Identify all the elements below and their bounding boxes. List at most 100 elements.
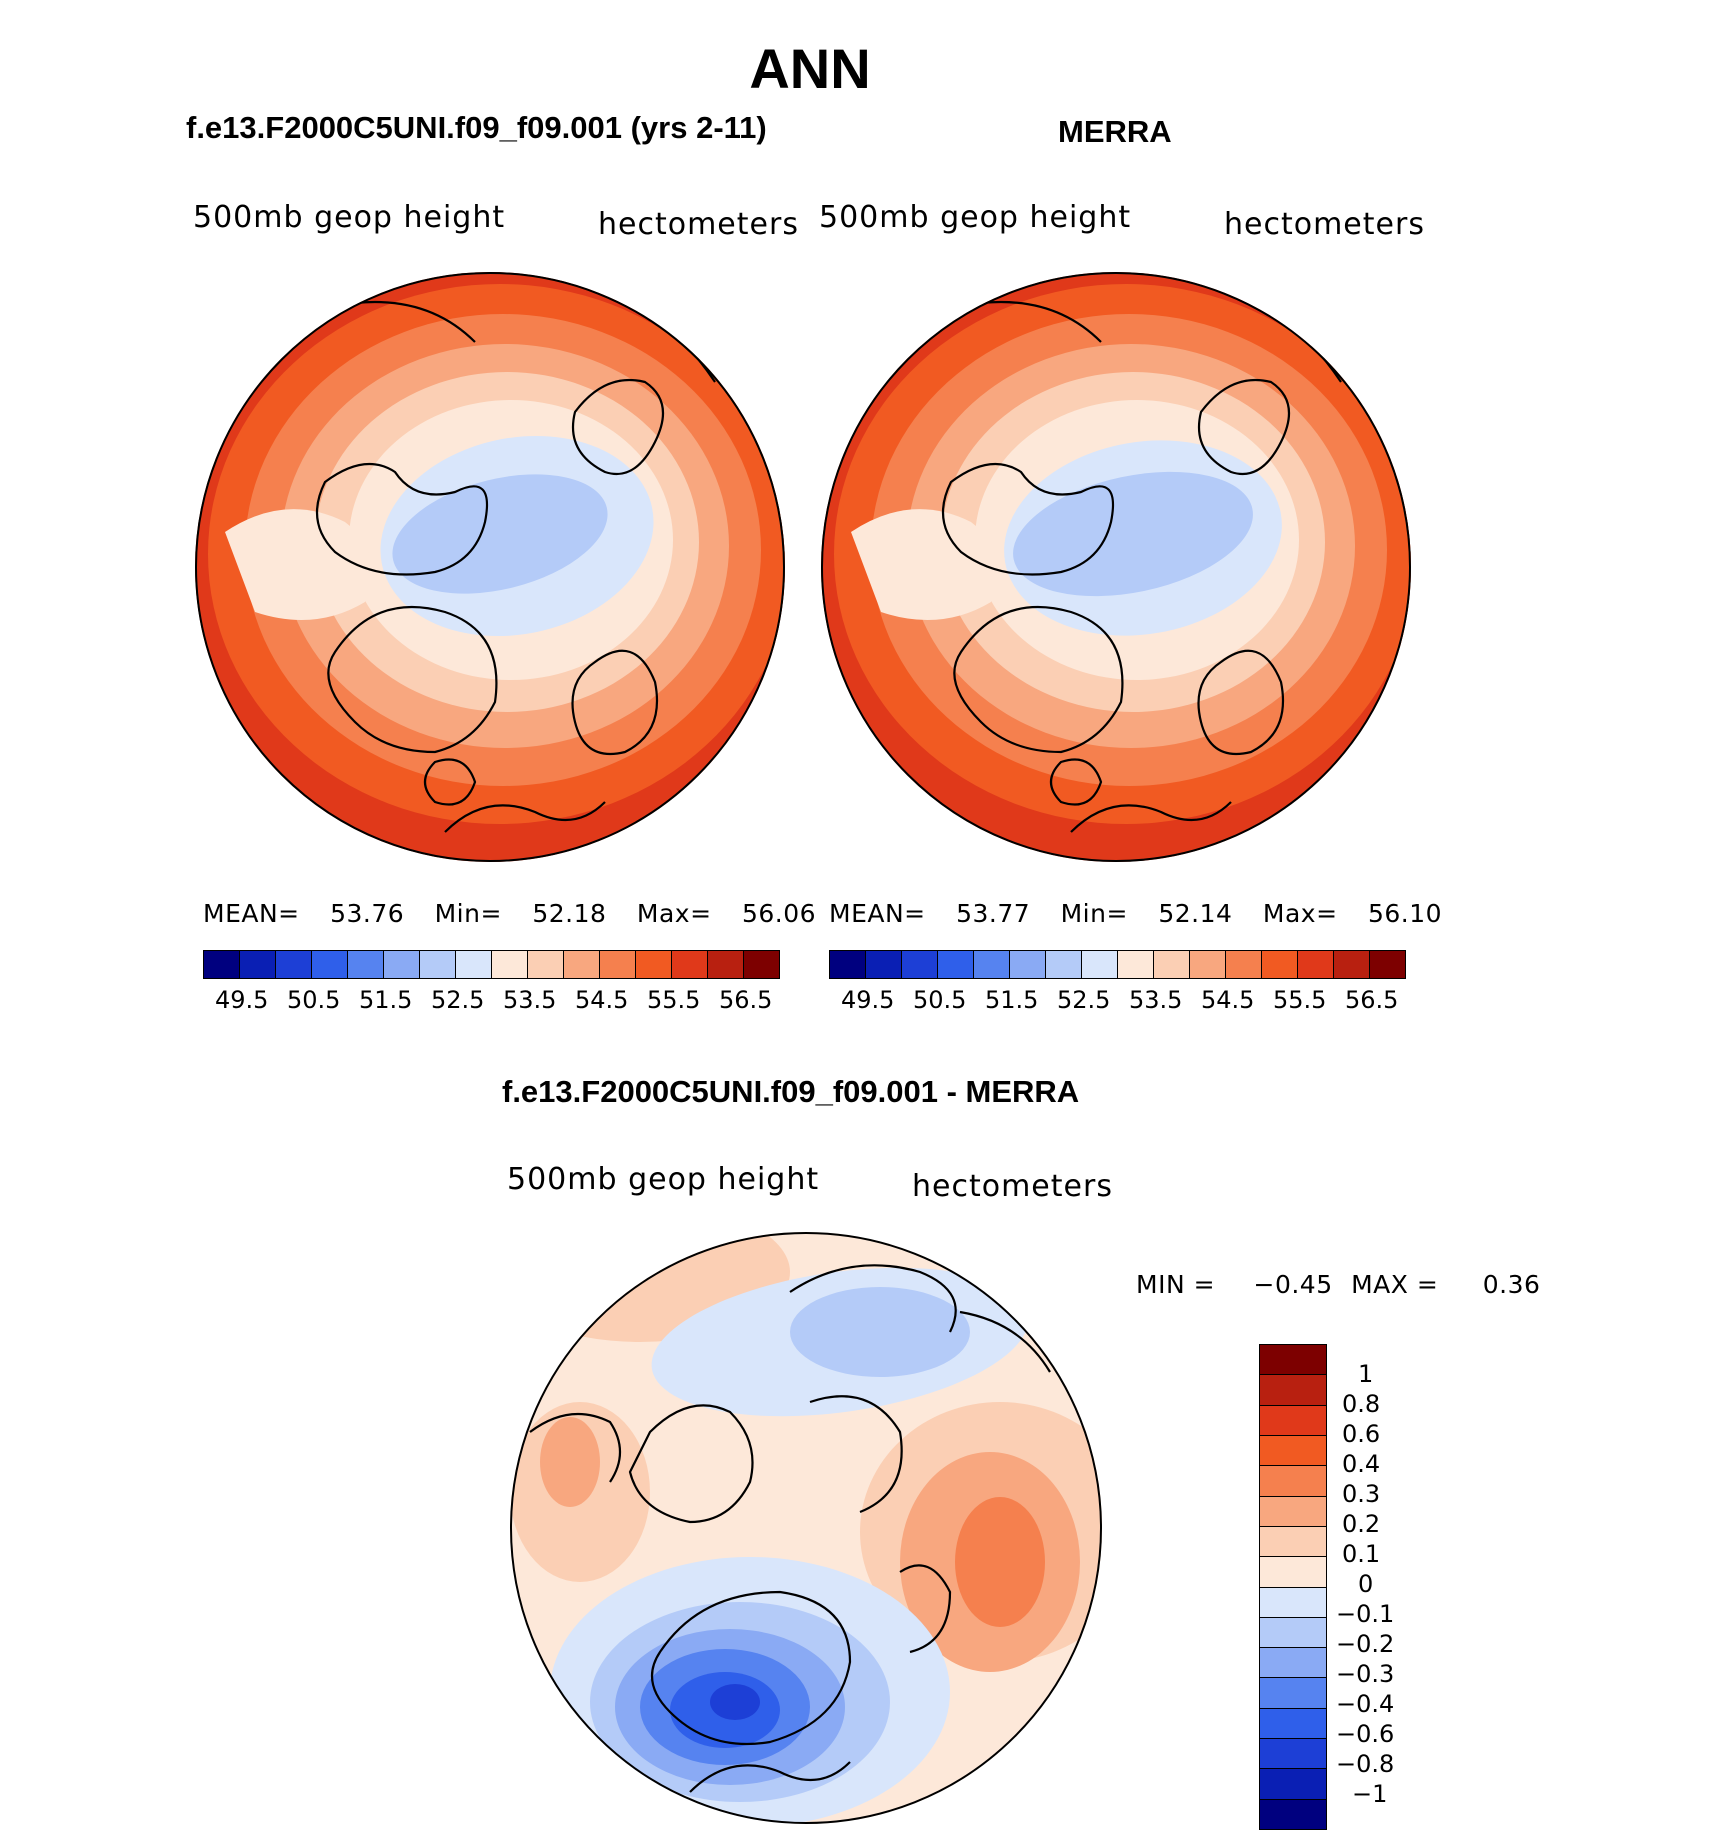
obs-colorbar-label: 51.5 <box>985 986 1039 1014</box>
model-colorbar-label: 52.5 <box>431 986 485 1014</box>
diff-colorbar-label: −0.3 <box>1336 1660 1395 1688</box>
diff-colorbar-swatch <box>1260 1678 1326 1709</box>
obs-colorbar-labels: 49.5 50.5 51.5 52.5 53.5 54.5 55.5 56.5 <box>829 986 1406 1016</box>
model-colorbar-swatch <box>240 951 276 978</box>
diff-min-label: MIN = <box>1136 1270 1216 1299</box>
obs-colorbar-swatch <box>1298 951 1334 978</box>
obs-colorbar <box>829 950 1406 979</box>
diff-colorbar-swatch <box>1260 1526 1326 1558</box>
diff-colorbar-swatch <box>1260 1496 1326 1527</box>
diff-colorbar-swatch <box>1260 1345 1326 1376</box>
model-min-value: 52.18 <box>532 899 607 928</box>
obs-colorbar-swatch <box>1010 951 1046 978</box>
model-colorbar-label: 49.5 <box>215 986 269 1014</box>
diff-colorbar-swatch <box>1260 1799 1326 1829</box>
obs-colorbar-swatch <box>938 951 974 978</box>
obs-map <box>821 272 1411 862</box>
obs-colorbar-swatch <box>830 951 866 978</box>
model-min-label: Min= <box>434 899 502 928</box>
diff-colorbar-swatch <box>1260 1466 1326 1497</box>
obs-colorbar-swatch <box>1370 951 1405 978</box>
model-mean-value: 53.76 <box>330 899 405 928</box>
difference-map <box>510 1232 1102 1824</box>
diff-colorbar-label: −0.8 <box>1336 1750 1395 1778</box>
diff-colorbar-labels: 1 0.8 0.6 0.4 0.3 0.2 0.1 0 −0.1 −0.2 −0… <box>1336 1344 1436 1830</box>
model-colorbar-label: 50.5 <box>287 986 341 1014</box>
model-colorbar-label: 51.5 <box>359 986 413 1014</box>
diff-max-value: 0.36 <box>1482 1270 1541 1299</box>
obs-mean-value: 53.77 <box>956 899 1031 928</box>
diff-colorbar-swatch <box>1260 1587 1326 1618</box>
obs-colorbar-swatch <box>1262 951 1298 978</box>
model-colorbar-label: 54.5 <box>575 986 629 1014</box>
model-colorbar-swatch <box>708 951 744 978</box>
obs-max-label: Max= <box>1262 899 1338 928</box>
diff-colorbar <box>1259 1344 1327 1830</box>
model-colorbar-label: 53.5 <box>503 986 557 1014</box>
model-units-label: hectometers <box>598 207 799 242</box>
obs-variable-label: 500mb geop height <box>819 200 1132 235</box>
diff-colorbar-swatch <box>1260 1617 1326 1649</box>
model-colorbar-labels: 49.5 50.5 51.5 52.5 53.5 54.5 55.5 56.5 <box>203 986 780 1016</box>
model-max-value: 56.06 <box>742 899 817 928</box>
diff-colorbar-label: 0.8 <box>1342 1390 1381 1418</box>
model-colorbar-swatch <box>276 951 312 978</box>
model-panel-title: f.e13.F2000C5UNI.f09_f09.001 (yrs 2-11) <box>186 110 767 145</box>
diff-colorbar-swatch <box>1260 1557 1326 1588</box>
obs-colorbar-swatch <box>1082 951 1118 978</box>
obs-colorbar-swatch <box>1190 951 1226 978</box>
obs-colorbar-label: 55.5 <box>1273 986 1327 1014</box>
obs-colorbar-swatch <box>1334 951 1370 978</box>
obs-colorbar-label: 54.5 <box>1201 986 1255 1014</box>
obs-colorbar-swatch <box>1154 951 1190 978</box>
diff-units-label: hectometers <box>912 1169 1113 1204</box>
model-colorbar-swatch <box>672 951 708 978</box>
model-colorbar-swatch <box>420 951 456 978</box>
obs-colorbar-swatch <box>1226 951 1262 978</box>
obs-colorbar-swatch <box>1046 951 1082 978</box>
model-mean-label: MEAN= <box>203 899 300 928</box>
obs-colorbar-label: 56.5 <box>1345 986 1399 1014</box>
model-colorbar-swatch <box>492 951 528 978</box>
diff-colorbar-label: 0.2 <box>1342 1510 1381 1538</box>
model-colorbar-label: 55.5 <box>647 986 701 1014</box>
obs-panel-title: MERRA <box>1058 114 1172 149</box>
model-colorbar-swatch <box>744 951 779 978</box>
model-map <box>195 272 785 862</box>
diff-colorbar-label: 0.4 <box>1342 1450 1381 1478</box>
diff-colorbar-swatch <box>1260 1375 1326 1406</box>
obs-colorbar-label: 53.5 <box>1129 986 1183 1014</box>
diff-colorbar-label: −0.6 <box>1336 1720 1395 1748</box>
obs-colorbar-label: 52.5 <box>1057 986 1111 1014</box>
page-title: ANN <box>749 37 871 100</box>
diff-colorbar-swatch <box>1260 1648 1326 1679</box>
model-max-label: Max= <box>636 899 712 928</box>
diff-panel-title: f.e13.F2000C5UNI.f09_f09.001 - MERRA <box>502 1074 1080 1109</box>
diff-colorbar-label: −1 <box>1352 1780 1388 1808</box>
diff-colorbar-swatch <box>1260 1769 1326 1800</box>
diff-variable-label: 500mb geop height <box>507 1162 820 1197</box>
obs-units-label: hectometers <box>1224 207 1425 242</box>
diff-colorbar-swatch <box>1260 1708 1326 1740</box>
obs-colorbar-swatch <box>1118 951 1154 978</box>
model-colorbar-swatch <box>348 951 384 978</box>
model-colorbar-swatch <box>456 951 492 978</box>
diff-max-label: MAX = <box>1351 1270 1439 1299</box>
model-colorbar-swatch <box>312 951 348 978</box>
model-colorbar-swatch <box>528 951 564 978</box>
diff-colorbar-label: 0.3 <box>1342 1480 1381 1508</box>
model-colorbar <box>203 950 780 979</box>
obs-min-value: 52.14 <box>1158 899 1233 928</box>
obs-colorbar-swatch <box>866 951 902 978</box>
obs-min-label: Min= <box>1060 899 1128 928</box>
diff-colorbar-label: 0.1 <box>1342 1540 1381 1568</box>
model-colorbar-swatch <box>204 951 240 978</box>
diff-colorbar-swatch <box>1260 1435 1326 1467</box>
diff-colorbar-label: 1 <box>1358 1360 1374 1388</box>
model-colorbar-swatch <box>600 951 636 978</box>
diff-colorbar-label: 0.6 <box>1342 1420 1381 1448</box>
obs-colorbar-label: 50.5 <box>913 986 967 1014</box>
obs-colorbar-swatch <box>974 951 1010 978</box>
diff-colorbar-label: 0 <box>1358 1570 1374 1598</box>
obs-colorbar-label: 49.5 <box>841 986 895 1014</box>
